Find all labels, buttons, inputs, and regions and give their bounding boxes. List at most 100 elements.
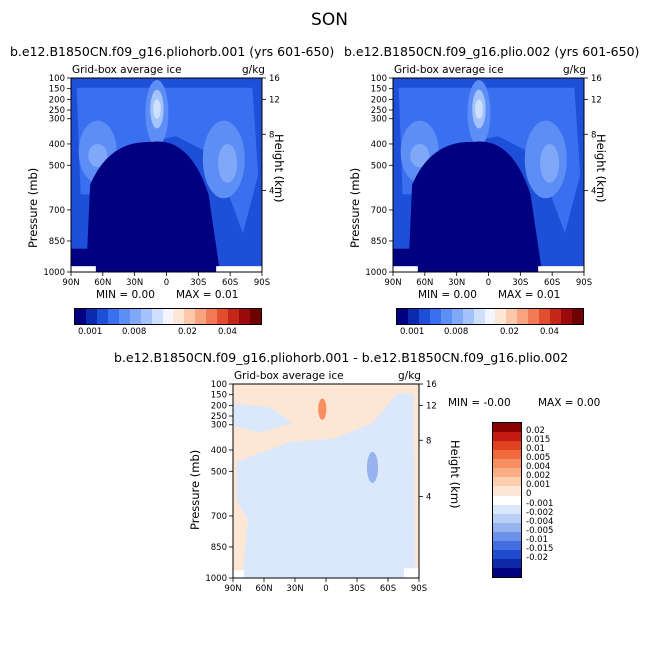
panel-1-h-tick-label: 8 <box>269 130 274 140</box>
panel-2-h-tick-label: 12 <box>591 95 602 105</box>
diff-colorbar-swatch <box>493 504 521 514</box>
panel-1-colorbar-swatch <box>195 309 207 324</box>
panel-1-colorbar-swatch <box>173 309 185 324</box>
panel-2-units: g/kg <box>563 64 586 76</box>
panel-2-min-value: 0.00 <box>453 289 477 301</box>
figure-title: SON <box>311 10 348 30</box>
diff-y-label: Pressure (mb) <box>188 449 202 530</box>
panel-2-contour-level <box>540 143 560 183</box>
panel-1-min-value: 0.00 <box>131 289 155 301</box>
panel-1-p-tick-label: 300 <box>49 115 65 125</box>
panel-2-cbar-label-4: 0.04 <box>540 327 559 337</box>
panel-1-colorbar-swatch <box>250 309 261 324</box>
diff-colorbar-swatch <box>493 441 521 451</box>
panel-2-colorbar-swatch <box>561 309 572 324</box>
panel-2-colorbar-swatch <box>429 309 441 324</box>
diff-x-tick-label: 60S <box>380 584 396 594</box>
diff-frame <box>232 383 420 579</box>
diff-colorbar-swatch <box>493 495 521 505</box>
panel-2-variable: Grid-box average ice <box>394 64 504 76</box>
diff-p-tick-label: 500 <box>211 467 227 477</box>
panel-2-colorbar-swatch <box>528 309 540 324</box>
panel-2-y-label: Pressure (mb) <box>348 167 362 248</box>
panel-1-p-tick-label: 850 <box>49 237 65 247</box>
panel-2-colorbar-swatch <box>495 309 507 324</box>
panel-2-p-tick-label: 300 <box>371 115 387 125</box>
panel-1-contour-level <box>76 87 259 234</box>
panel-2-max-value: 0.01 <box>536 289 561 301</box>
diff-x-tick-label: 90S <box>411 584 427 594</box>
panel-1-cbar-label-4: 0.04 <box>218 327 237 337</box>
diff-colorbar-swatch <box>493 450 521 460</box>
diff-colorbar-label: 0.004 <box>526 462 551 473</box>
diff-p-tick-label: 100 <box>211 380 227 390</box>
diff-colorbar-swatch <box>493 432 521 442</box>
panel-1-variable: Grid-box average ice <box>72 64 182 76</box>
diff-y2-label: Height (km) <box>448 440 462 509</box>
panel-2-title: b.e12.B1850CN.f09_g16.plio.002 (yrs 601-… <box>344 44 640 59</box>
diff-colorbar-label: 0.002 <box>526 471 551 482</box>
panel-2-contour-level <box>475 99 483 119</box>
diff-colorbar-swatch <box>493 513 521 523</box>
panel-2-cbar-label-1: 0.001 <box>400 327 425 337</box>
panel-2-x-tick-label: 60S <box>544 278 560 288</box>
panel-1-frame <box>70 77 263 273</box>
panel-2-x-tick-label: 90N <box>384 278 401 288</box>
diff-colorbar-swatch <box>493 540 521 550</box>
panel-2-x-tick-label: 60N <box>416 278 433 288</box>
diff-h-tick-label: 12 <box>426 401 437 411</box>
diff-colorbar-swatch <box>493 477 521 487</box>
diff-colorbar-swatch <box>493 558 521 568</box>
panel-2-colorbar-swatch <box>506 309 518 324</box>
diff-colorbar-swatch <box>493 423 521 433</box>
panel-2-h-tick-label: 4 <box>591 187 596 197</box>
panel-2-max-label: MAX = 0.01 <box>498 289 561 301</box>
panel-1-p-tick-label: 1000 <box>43 268 65 278</box>
diff-panel-units: g/kg <box>398 370 421 382</box>
panel-2-p-tick-label: 850 <box>371 237 387 247</box>
panel-2-colorbar-swatch <box>550 309 562 324</box>
panel-1-x-tick-label: 90S <box>254 278 270 288</box>
panel-1-units: g/kg <box>242 64 265 76</box>
diff-max-label: MAX = 0.00 <box>538 397 601 409</box>
diff-colorbar-label: -0.02 <box>526 552 548 563</box>
diff-min-value: -0.00 <box>483 397 511 409</box>
diff-colorbar-swatch <box>493 468 521 478</box>
panel-2-colorbar-swatch <box>484 309 496 324</box>
diff-p-tick-label: 200 <box>211 401 227 411</box>
panel-1-max-label: MAX = 0.01 <box>176 289 239 301</box>
diff-h-tick-label: 8 <box>426 436 431 446</box>
panel-1-p-tick-label: 100 <box>49 74 65 84</box>
panel-2-colorbar-swatch <box>539 309 551 324</box>
panel-1-h-tick-label: 4 <box>269 187 274 197</box>
panel-1-x-tick-label: 90N <box>62 278 79 288</box>
diff-colorbar-label: -0.005 <box>526 525 554 536</box>
diff-colorbar-labels: 0.02 0.015 0.01 0.005 0.004 0.002 0.001 0 -0.001… <box>526 422 586 576</box>
diff-missing-data <box>404 568 419 578</box>
panel-2-min-label: MIN = 0.00 <box>418 289 477 301</box>
panel-1-colorbar-swatch <box>129 309 141 324</box>
panel-2-colorbar-swatch <box>473 309 485 324</box>
diff-contour-level <box>236 393 416 578</box>
diff-missing-data <box>233 570 245 578</box>
panel-1-colorbar-swatch <box>140 309 152 324</box>
panel-1-colorbar-swatch <box>75 309 86 324</box>
panel-1-p-tick-label: 200 <box>49 95 65 105</box>
panel-1-x-tick-label: 0 <box>164 278 169 288</box>
diff-max-value: 0.00 <box>576 397 601 409</box>
diff-x-tick-label: 60N <box>255 584 272 594</box>
diff-colorbar-label: -0.015 <box>526 543 554 554</box>
panel-1-colorbar-swatch <box>96 309 108 324</box>
panel-1-colorbar-swatch <box>206 309 218 324</box>
panel-2-colorbar-swatch <box>572 309 583 324</box>
panel-2-p-tick-label: 400 <box>371 140 387 150</box>
diff-colorbar-swatch <box>493 568 521 578</box>
diff-colorbar-swatch <box>493 486 521 496</box>
diff-colorbar <box>492 422 522 578</box>
diff-p-tick-label: 1000 <box>205 574 227 584</box>
panel-2-cbar-label-3: 0.02 <box>500 327 519 337</box>
panel-2-p-tick-label: 700 <box>371 206 387 216</box>
diff-colorbar-swatch <box>493 522 521 532</box>
diff-x-tick-label: 0 <box>323 584 328 594</box>
